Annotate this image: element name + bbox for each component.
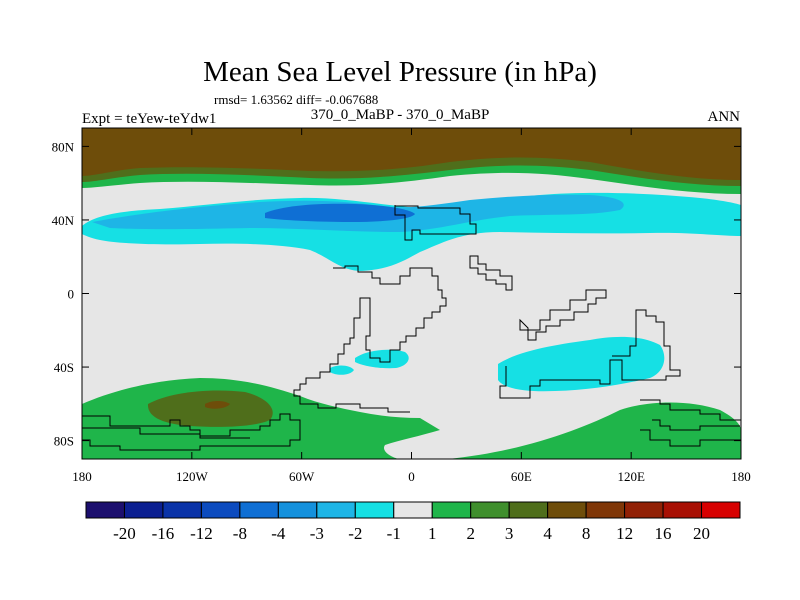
- colorbar-label: -3: [310, 524, 324, 543]
- x-tick-label: 180: [731, 469, 751, 484]
- colorbar-label: -8: [233, 524, 247, 543]
- y-tick-label: 80S: [54, 434, 74, 449]
- continent-outline-africa-east: [499, 309, 681, 399]
- chart-title: Mean Sea Level Pressure (in hPa): [203, 56, 597, 88]
- colorbar-label: 4: [543, 524, 552, 543]
- comparison-label: 370_0_MaBP - 370_0_MaBP: [310, 107, 490, 123]
- colorbar-label: -1: [387, 524, 401, 543]
- experiment-label: Expt = teYew-teYdw1: [82, 111, 217, 127]
- colorbar-label: 3: [505, 524, 514, 543]
- stats-text: rmsd= 1.63562 diff= -0.067688: [214, 92, 379, 107]
- map-plot-area: [82, 128, 741, 459]
- colorbar-swatch: [662, 501, 703, 519]
- y-tick-label: 40S: [54, 360, 74, 375]
- colorbar-label: 20: [693, 524, 710, 543]
- continent-outline-south-west: [82, 413, 301, 451]
- field-south-brown-core: [205, 401, 230, 409]
- colorbar-label: -16: [152, 524, 175, 543]
- colorbar-label: 2: [466, 524, 475, 543]
- colorbar-swatch: [316, 501, 356, 519]
- colorbar-swatch: [547, 501, 587, 519]
- colorbar-label: 8: [582, 524, 591, 543]
- colorbar-swatch: [239, 501, 279, 519]
- field-south-green-east: [448, 402, 741, 459]
- y-tick-label: 80N: [52, 139, 75, 154]
- colorbar-label: 1: [428, 524, 437, 543]
- colorbar-swatch: [624, 501, 664, 519]
- colorbar: -20 -16 -12 -8 -4 -3 -2 -1 1 2 3 4 8 12 16 20: [85, 501, 741, 543]
- colorbar-label: -20: [113, 524, 136, 543]
- colorbar-label: -12: [190, 524, 213, 543]
- colorbar-swatch: [200, 501, 241, 519]
- y-tick-label: 0: [68, 287, 75, 302]
- period-label: ANN: [707, 109, 741, 125]
- x-tick-label: 180: [72, 469, 92, 484]
- field-north-low-core: [265, 203, 415, 222]
- colorbar-swatch: [277, 501, 318, 519]
- colorbar-label: -2: [348, 524, 362, 543]
- colorbar-label: 16: [655, 524, 672, 543]
- colorbar-swatch: [162, 501, 202, 519]
- x-tick-label: 0: [408, 469, 415, 484]
- colorbar-label: -4: [271, 524, 286, 543]
- continent-outline-north-east: [469, 255, 513, 291]
- colorbar-swatch: [508, 501, 549, 519]
- colorbar-swatch: [123, 501, 164, 519]
- continent-outline-south-east: [640, 399, 741, 447]
- field-south-low-small: [355, 349, 409, 369]
- continent-outlines: [82, 205, 741, 451]
- x-tick-label: 120W: [176, 469, 209, 484]
- colorbar-label: 12: [616, 524, 633, 543]
- colorbar-swatch: [431, 501, 472, 519]
- x-tick-label: 60E: [511, 469, 532, 484]
- colorbar-swatch: [354, 501, 395, 519]
- field-south-low-tiny: [330, 365, 354, 375]
- field-south-olive: [147, 390, 273, 427]
- x-tick-label: 60W: [289, 469, 315, 484]
- field-south-low-main: [498, 336, 665, 392]
- continent-outline-east: [519, 289, 607, 341]
- colorbar-swatch: [85, 501, 125, 519]
- colorbar-swatch: [393, 501, 433, 519]
- colorbar-swatch: [470, 501, 510, 519]
- colorbar-swatch: [585, 501, 626, 519]
- y-axis: 80N 40N 0 40S 80S: [52, 139, 741, 449]
- x-tick-label: 120E: [617, 469, 645, 484]
- field-arctic-high: [82, 128, 741, 180]
- x-axis: 180 120W 60W 0 60E 120E 180: [72, 128, 751, 484]
- continent-outline-west: [293, 265, 447, 413]
- continent-outline-south-west-inner: [82, 427, 250, 439]
- continent-outline-north: [394, 205, 477, 241]
- colorbar-swatch: [701, 501, 741, 519]
- y-tick-label: 40N: [52, 213, 75, 228]
